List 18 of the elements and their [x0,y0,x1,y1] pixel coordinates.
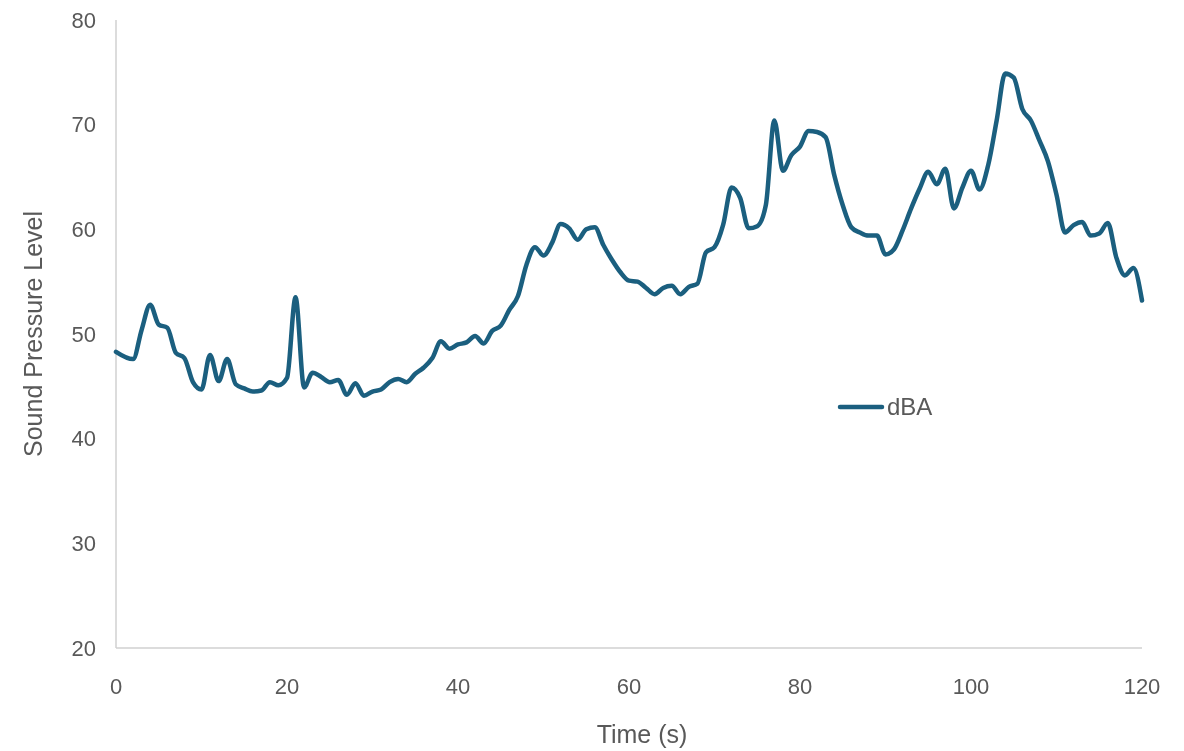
x-tick-label: 80 [787,674,813,699]
legend-label: dBA [887,393,933,421]
x-tick-label: 0 [109,674,123,699]
x-tick-label: 20 [274,674,300,699]
y-axis-title: Sound Pressure Level [19,211,47,457]
y-tick-label: 70 [71,112,96,138]
x-tick-label: 120 [1123,674,1161,699]
y-tick-label: 80 [71,7,96,33]
line-series [113,71,1145,398]
x-tick-label: 100 [952,674,990,699]
y-tick-label: 30 [71,531,96,557]
x-tick-label: 60 [616,674,642,699]
y-tick-label: 40 [71,426,96,452]
y-tick-label: 60 [71,217,96,243]
x-axis-title: Time (s) [596,720,688,748]
y-tick-label: 20 [71,635,96,661]
x-tick-label: 40 [445,674,471,699]
y-tick-label: 50 [71,321,96,347]
